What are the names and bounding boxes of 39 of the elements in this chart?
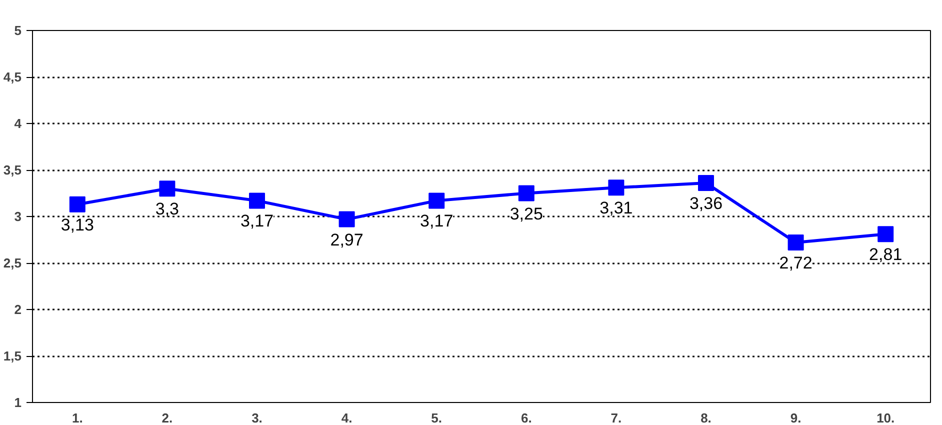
x-tick-label: 7. xyxy=(610,410,622,425)
point xyxy=(698,175,714,192)
point xyxy=(159,180,176,197)
y-tick-label: 5 xyxy=(14,23,22,38)
point xyxy=(69,196,86,212)
y-tick-label: 1,5 xyxy=(3,348,22,364)
x-tick-label: 2. xyxy=(162,410,173,425)
data-label: 3,17 xyxy=(420,212,454,231)
x-tick-label: 6. xyxy=(520,410,532,425)
x-tick-label: 9. xyxy=(790,410,802,425)
y-tick-label: 1 xyxy=(14,395,22,410)
point xyxy=(608,180,624,196)
x-tick-label: 5. xyxy=(431,410,442,425)
x-tick-label: 10. xyxy=(876,410,895,425)
data-label: 2,72 xyxy=(779,254,812,273)
point xyxy=(788,234,804,251)
data-label: 3,13 xyxy=(60,215,94,234)
y-tick-label: 4,5 xyxy=(3,70,22,84)
y-tick-label: 2 xyxy=(14,302,22,317)
data-label: 3,36 xyxy=(689,194,723,214)
y-tick-label: 2,5 xyxy=(3,256,22,270)
y-tick-label: 3,5 xyxy=(3,162,22,178)
x-tick-label: 1. xyxy=(72,410,83,425)
data-label: 3,17 xyxy=(240,212,274,231)
point xyxy=(878,226,894,242)
data-label: 3,3 xyxy=(155,200,180,219)
y-tick-label: 3 xyxy=(14,209,22,224)
x-tick-label: 3. xyxy=(252,410,262,425)
data-label: 3,25 xyxy=(510,204,543,224)
data-label: 3,31 xyxy=(600,198,633,218)
point xyxy=(518,185,534,202)
x-tick-label: 4. xyxy=(341,410,352,425)
point xyxy=(338,211,355,228)
data-label: 2,81 xyxy=(869,245,902,264)
x-tick-label: 8. xyxy=(700,410,712,425)
point xyxy=(249,192,265,209)
y-tick-label: 4 xyxy=(14,116,22,131)
data-label: 2,97 xyxy=(330,230,364,250)
point xyxy=(428,192,445,209)
